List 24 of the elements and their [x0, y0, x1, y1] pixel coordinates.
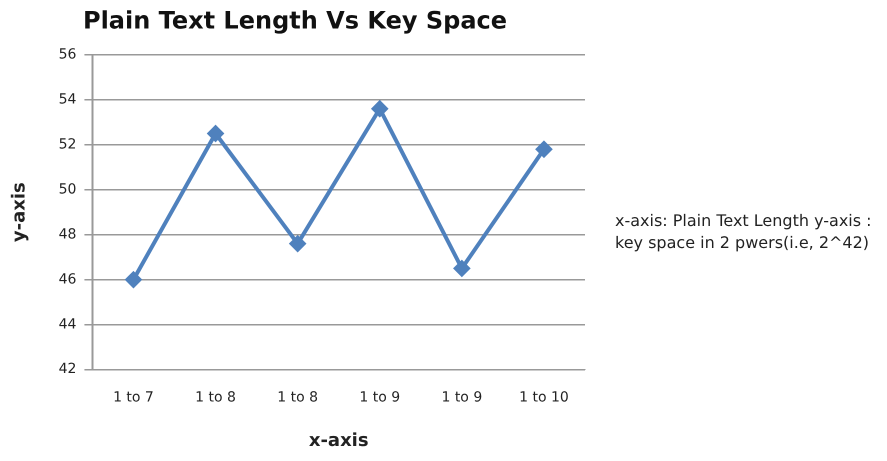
x-tick-label: 1 to 8	[277, 390, 318, 406]
x-axis-title: x-axis	[308, 430, 369, 451]
text: x-axis: Plain Text Length y-axis : key space in 2 pwers(i.e, 2^42)	[615, 210, 873, 254]
chart-title: Plain Text Length Vs Key Space	[82, 6, 508, 35]
y-tick-label: 44	[58, 316, 76, 332]
y-axis-title: y-axis	[8, 182, 30, 242]
x-tick-label: 1 to 7	[113, 390, 154, 406]
y-tick-label: 50	[58, 181, 76, 198]
x-tick-label: 1 to 8	[195, 390, 236, 406]
y-tick-label: 42	[58, 361, 76, 378]
point	[208, 126, 224, 142]
point	[372, 100, 388, 117]
x-tick-label: 1 to 10	[519, 390, 569, 406]
point	[454, 260, 470, 276]
y-tick-label: 56	[58, 46, 76, 62]
x-tick-label: 1 to 9	[441, 390, 482, 406]
y-tick-label: 52	[58, 136, 76, 152]
point	[536, 141, 552, 158]
y-tick-label: 48	[58, 226, 76, 242]
point	[125, 272, 142, 288]
y-tick-label: 54	[58, 91, 76, 108]
y-tick-label: 46	[58, 271, 76, 288]
x-tick-label: 1 to 9	[359, 390, 400, 406]
point	[290, 236, 306, 252]
